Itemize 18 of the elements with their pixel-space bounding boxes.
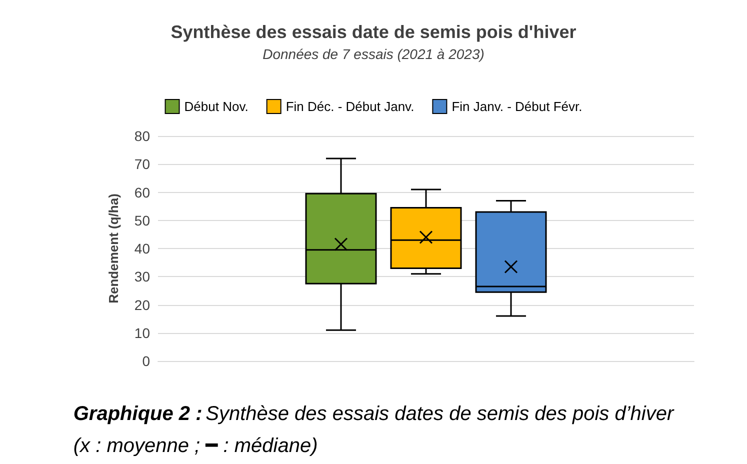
legend-label: Fin Janv. - Début Févr.	[452, 99, 582, 114]
y-tick-label: 30	[134, 268, 150, 285]
y-tick-label: 60	[134, 184, 150, 200]
chart-subtitle: Données de 7 essais (2021 à 2023)	[262, 46, 484, 62]
y-tick-label: 20	[134, 296, 150, 313]
chart-title: Synthèse des essais date de semis pois d'hiver	[170, 22, 576, 42]
y-tick-label: 50	[134, 212, 150, 228]
text: Synthèse des essais dates de semis des pois d’hiver	[206, 403, 675, 425]
y-tick-label: 80	[134, 128, 150, 144]
legend-label: Début Nov.	[184, 99, 248, 114]
legend-label: Fin Déc. - Début Janv.	[286, 99, 414, 114]
y-tick-label: 0	[142, 353, 150, 369]
text: (x : moyenne ; ━ : médiane)	[73, 435, 318, 457]
y-tick-label: 10	[134, 324, 150, 341]
text: Graphique 2 :	[73, 403, 202, 425]
y-tick-label: 70	[134, 156, 150, 172]
y-tick-label: 40	[134, 240, 150, 256]
y-axis-title: Rendement (q/ha)	[106, 194, 121, 304]
